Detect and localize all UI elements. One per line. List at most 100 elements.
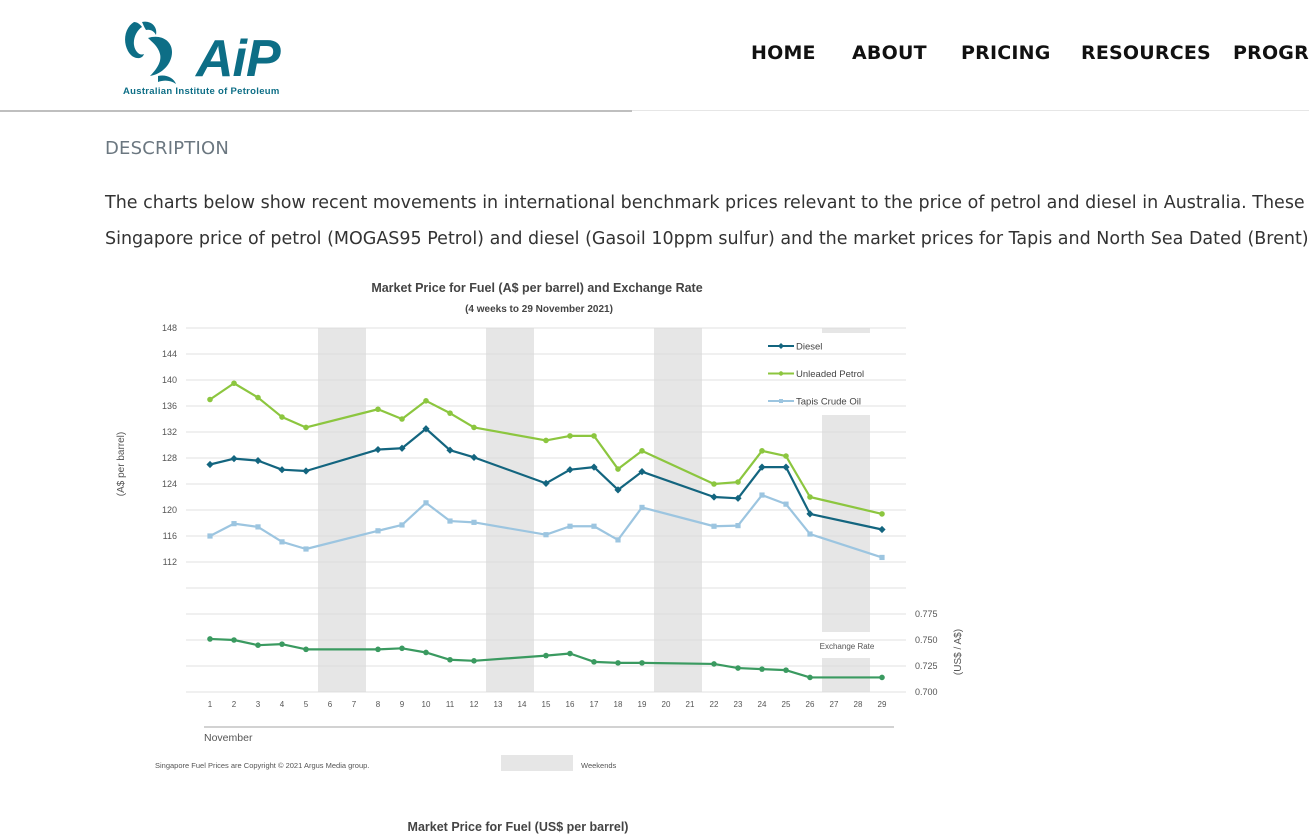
chart-legend: Diesel Unleaded Petrol Tapis Crude Oil xyxy=(768,342,864,408)
header-divider xyxy=(0,110,632,112)
data-point xyxy=(567,650,573,657)
data-point xyxy=(446,446,454,454)
data-point xyxy=(471,519,477,525)
x-tick-label: 22 xyxy=(710,700,719,709)
nav-about[interactable]: ABOUT xyxy=(852,42,927,64)
data-point xyxy=(447,518,453,524)
data-point xyxy=(375,646,381,653)
data-point xyxy=(878,525,886,534)
data-point xyxy=(879,511,885,517)
data-point xyxy=(255,642,261,648)
x-tick-label: 10 xyxy=(422,700,431,709)
x-tick-label: 4 xyxy=(280,700,285,709)
logo-wordmark: AiP xyxy=(194,30,281,88)
data-point xyxy=(398,444,406,452)
data-point xyxy=(543,652,549,659)
data-point xyxy=(759,448,765,454)
weekend-band xyxy=(822,328,870,333)
data-point xyxy=(375,528,381,534)
data-point xyxy=(711,523,717,529)
data-point xyxy=(279,641,285,647)
data-point xyxy=(471,658,477,664)
data-point xyxy=(302,467,310,475)
description-line: Singapore price of petrol (MOGAS95 Petro… xyxy=(105,229,1309,249)
x-tick-label: 21 xyxy=(686,700,695,709)
x-tick-label: 6 xyxy=(328,700,333,709)
y-axis-label: (A$ per barrel) xyxy=(116,432,127,496)
nav-home[interactable]: HOME xyxy=(751,42,816,64)
data-point xyxy=(303,546,309,552)
data-point xyxy=(567,523,573,529)
description-line: The charts below show recent movements i… xyxy=(105,193,1309,213)
data-point xyxy=(591,659,597,665)
data-point xyxy=(735,479,741,485)
x-tick-label: 20 xyxy=(662,700,671,709)
nav-resources[interactable]: RESOURCES xyxy=(1081,42,1211,64)
data-point xyxy=(303,424,309,431)
x-tick-label: 5 xyxy=(304,700,309,709)
data-point xyxy=(399,416,405,422)
exchange-rate-label: Exchange Rate xyxy=(820,642,875,651)
data-point xyxy=(759,492,765,498)
data-point xyxy=(615,660,621,666)
data-point xyxy=(543,437,549,444)
x-tick-label: 26 xyxy=(806,700,815,709)
data-point xyxy=(279,414,285,420)
data-point xyxy=(639,448,645,454)
x-tick-label: 11 xyxy=(446,700,455,709)
data-point xyxy=(591,523,597,529)
y-tick-label: 144 xyxy=(162,349,177,359)
x-tick-label: 13 xyxy=(494,700,503,709)
data-point xyxy=(423,398,429,404)
x-tick-label: 1 xyxy=(208,700,213,709)
data-point xyxy=(615,537,621,543)
data-point xyxy=(231,637,237,643)
weekend-band xyxy=(822,658,870,692)
y-tick-label: 128 xyxy=(162,453,177,463)
data-point xyxy=(543,532,549,538)
y2-axis-label: (US$ / A$) xyxy=(953,629,964,675)
data-point xyxy=(591,433,597,439)
data-point xyxy=(711,661,717,667)
y-tick-label: 140 xyxy=(162,375,177,385)
y-tick-label: 132 xyxy=(162,427,177,437)
x-tick-label: 8 xyxy=(376,700,381,709)
weekends-legend-swatch xyxy=(501,755,573,771)
y2-tick-label: 0.775 xyxy=(915,609,938,619)
legend-marker xyxy=(778,343,784,349)
chart-title: Market Price for Fuel (A$ per barrel) an… xyxy=(371,281,702,295)
data-point xyxy=(447,656,453,663)
data-point xyxy=(879,674,885,681)
description-text: The charts below show recent movements i… xyxy=(105,185,1309,257)
data-point xyxy=(278,466,286,474)
x-tick-label: 24 xyxy=(758,700,767,709)
data-point xyxy=(710,493,718,501)
data-point xyxy=(231,521,237,527)
data-point xyxy=(734,494,742,502)
x-tick-label: 15 xyxy=(542,700,551,709)
data-point xyxy=(566,466,574,474)
x-tick-label: 17 xyxy=(590,700,599,709)
data-point xyxy=(255,524,261,530)
x-tick-label: 7 xyxy=(352,700,357,709)
aip-logo[interactable]: AiP xyxy=(120,18,300,100)
data-point xyxy=(423,649,429,656)
data-point xyxy=(207,636,213,642)
legend-marker xyxy=(779,399,783,403)
legend-label: Unleaded Petrol xyxy=(796,369,864,380)
data-point xyxy=(783,501,789,507)
y2-tick-label: 0.750 xyxy=(915,635,938,645)
header-divider-light xyxy=(632,110,1309,111)
section-title: DESCRIPTION xyxy=(105,138,230,159)
data-point xyxy=(735,665,741,671)
nav-programs[interactable]: PROGRA xyxy=(1233,42,1309,64)
nav-pricing[interactable]: PRICING xyxy=(961,42,1051,64)
legend-label: Diesel xyxy=(796,342,822,353)
data-point xyxy=(471,424,477,431)
x-tick-label: 25 xyxy=(782,700,791,709)
x-tick-label: 14 xyxy=(518,700,527,709)
x-tick-label: 12 xyxy=(470,700,479,709)
x-tick-label: 2 xyxy=(232,700,237,709)
data-point xyxy=(447,410,453,416)
x-tick-label: 27 xyxy=(830,700,839,709)
